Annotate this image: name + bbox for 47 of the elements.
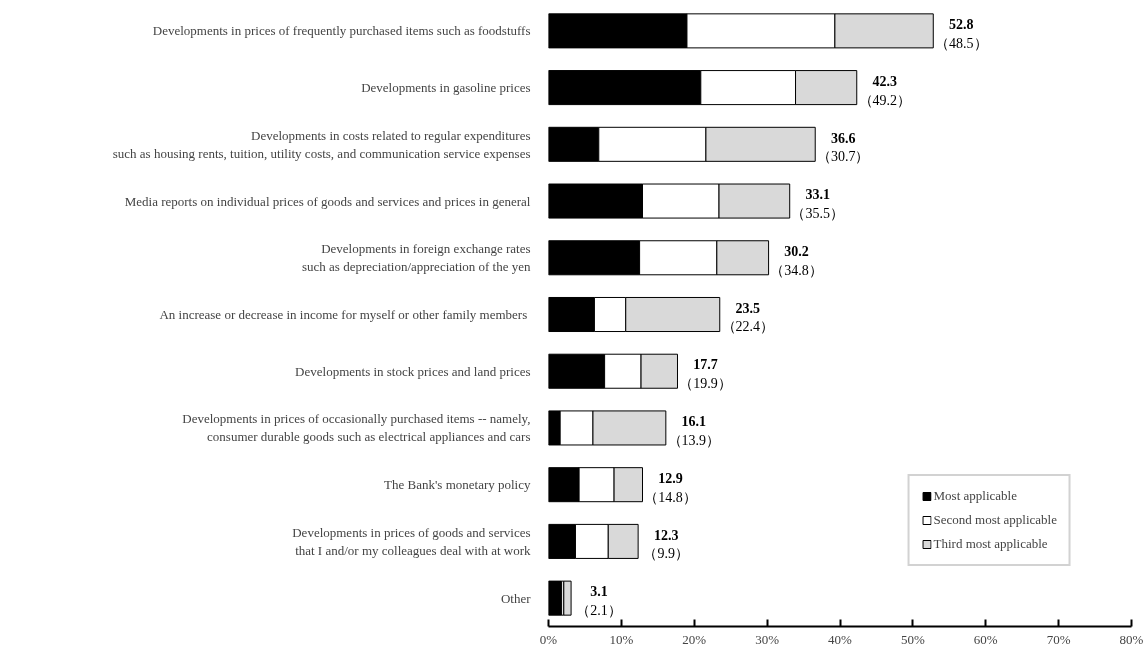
total-label: 12.9 [658,470,683,486]
annotation: （9.9） [643,546,689,562]
x-tick-label: 80% [1119,631,1144,647]
x-tick-label: 0% [539,631,558,647]
x-tick-label: 70% [1046,631,1071,647]
y-tick-label: Developments in stock prices and land prices [295,363,531,379]
x-tick-label: 60% [973,631,998,647]
legend-label: Second most applicable [933,512,1057,528]
legend-label: Third most applicable [933,536,1048,552]
x-tick-label: 10% [609,631,634,647]
annotation: （19.9） [679,376,732,392]
legend-label: Most applicable [933,488,1017,504]
y-tick-label: Developments in costs related to regular expenditures such as housing rents, tuition, utility costs, and communication service expenses [112,127,531,161]
x-tick-label: 50% [900,631,925,647]
x-tick-label: 20% [682,631,707,647]
total-label: 42.3 [872,73,898,89]
annotation: （35.5） [791,206,844,222]
total-label: 33.1 [805,187,830,203]
annotation: （30.7） [816,149,870,165]
total-label: 23.5 [735,300,761,316]
bar [548,580,563,616]
y-tick-label: Developments in gasoline prices [361,80,531,96]
y-tick-label: Developments in prices of occasionally purchased items -- namely, consumer durable goods such as electrical appliances and cars [182,411,531,445]
annotation: （49.2） [858,92,912,108]
y-tick-label: An increase or decrease in income for myself or other family members [159,307,528,322]
y-tick-label: Developments in foreign exchange rates such as depreciation/appreciation of the yen [302,241,531,275]
y-tick-label: Developments in prices of frequently purchased items such as foodstuffs [152,23,531,39]
total-label: 52.8 [949,17,974,33]
annotation: （48.5） [935,35,988,51]
bar [563,580,572,616]
total-label: 16.1 [681,414,707,430]
y-tick-label: Other [500,590,532,606]
y-tick-label: Media reports on individual prices of goods and services and prices in general [124,193,531,209]
total-label: 12.3 [653,527,679,543]
total-label: 36.6 [830,130,856,146]
x-tick-label: 30% [755,631,780,647]
annotation: （13.9） [667,432,721,448]
annotation: （34.8） [770,262,823,278]
annotation: （14.8） [644,489,697,505]
total-label: 17.7 [693,357,718,373]
annotation: （2.1） [576,603,622,619]
x-tick-label: 40% [828,631,853,647]
y-tick-label: Developments in prices of goods and services that I and/or my colleagues deal with at work [292,524,531,558]
y-tick-label: The Bank's monetary policy [384,477,531,493]
total-label: 30.2 [784,243,809,259]
total-label: 3.1 [590,584,608,600]
annotation: （22.4） [721,319,775,335]
